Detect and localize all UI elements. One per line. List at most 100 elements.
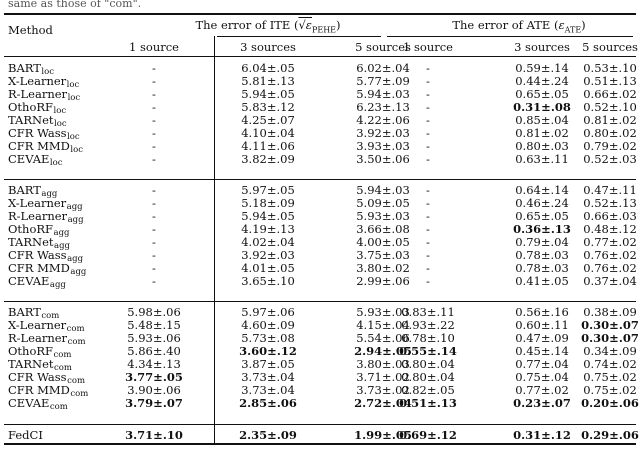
result-cell: -: [152, 261, 156, 275]
result-cell: 0.80±.04: [401, 370, 455, 384]
result-cell: 0.23±.07: [513, 396, 571, 410]
method-name: CFR Wassagg: [8, 248, 83, 266]
method-setting-subscript: agg: [67, 254, 84, 264]
method-setting-subscript: loc: [67, 132, 80, 142]
result-cell: 3.65±.10: [241, 274, 295, 288]
result-cell: 5.93±.06: [127, 331, 181, 345]
result-cell: -: [152, 74, 156, 88]
result-cell: 0.20±.06: [581, 396, 639, 410]
result-cell: 4.00±.05: [356, 235, 410, 249]
result-cell: 0.66±.03: [583, 209, 637, 223]
method-base-name: R-Learner: [8, 209, 68, 223]
method-setting-subscript: com: [41, 311, 60, 321]
result-cell: -: [426, 261, 430, 275]
result-cell: 5.94±.03: [356, 87, 410, 101]
method-base-name: BART: [8, 183, 41, 197]
result-cell: 0.52±.13: [583, 196, 637, 210]
result-cell: -: [426, 139, 430, 153]
column-header-0: 1 source: [129, 40, 179, 54]
result-cell: 0.81±.02: [583, 113, 637, 127]
method-base-name: FedCI: [8, 428, 43, 442]
method-setting-subscript: loc: [67, 93, 81, 103]
column-header-4: 3 sources: [514, 40, 570, 54]
result-cell: 5.77±.09: [356, 74, 410, 88]
method-name: CFR MMDagg: [8, 261, 86, 279]
result-cell: -: [426, 87, 430, 101]
method-name: OthoRFloc: [8, 100, 66, 118]
result-cell: 0.78±.10: [401, 331, 455, 345]
group-header-ite: The error of ITE (√εPEHE): [195, 18, 340, 37]
result-cell: 4.25±.07: [241, 113, 295, 127]
method-base-name: X-Learner: [8, 318, 67, 332]
method-base-name: OthoRF: [8, 222, 54, 236]
result-cell: 0.29±.06: [581, 428, 639, 442]
result-cell: 4.02±.04: [241, 235, 295, 249]
method-setting-subscript: agg: [54, 241, 70, 251]
method-name: CFR Wasscom: [8, 370, 85, 388]
method-setting-subscript: com: [54, 363, 72, 373]
method-setting-subscript: loc: [49, 158, 63, 168]
result-cell: 0.52±.10: [583, 100, 637, 114]
result-cell: 5.97±.06: [241, 305, 295, 319]
result-cell: 3.92±.03: [241, 248, 295, 262]
result-cell: -: [426, 235, 430, 249]
method-setting-subscript: com: [49, 402, 68, 412]
result-cell: -: [152, 222, 156, 236]
result-cell: 0.83±.11: [401, 305, 455, 319]
method-setting-subscript: agg: [53, 228, 70, 238]
result-cell: 5.86±.40: [127, 344, 181, 358]
method-base-name: BART: [8, 61, 41, 75]
result-cell: -: [152, 196, 156, 210]
result-cell: 0.65±.05: [515, 209, 569, 223]
result-cell: 4.60±.09: [241, 318, 295, 332]
method-setting-subscript: agg: [49, 280, 66, 290]
result-cell: 0.56±.16: [515, 305, 569, 319]
result-cell: 0.75±.02: [583, 383, 637, 397]
result-cell: -: [152, 248, 156, 262]
column-separator: [214, 36, 215, 444]
result-cell: 3.73±.02: [356, 383, 410, 397]
result-cell: 6.23±.13: [356, 100, 410, 114]
result-cell: 0.79±.04: [515, 235, 569, 249]
result-cell: -: [152, 100, 156, 114]
result-cell: 5.09±.05: [356, 196, 410, 210]
result-cell: 0.44±.24: [515, 74, 569, 88]
result-cell: 0.80±.03: [515, 139, 569, 153]
method-base-name: OthoRF: [8, 100, 54, 114]
method-base-name: R-Learner: [8, 331, 68, 345]
result-cell: 3.71±.10: [125, 428, 183, 442]
result-cell: 2.94±.05: [354, 344, 412, 358]
result-cell: 0.76±.02: [583, 248, 637, 262]
result-cell: 0.55±.14: [399, 344, 457, 358]
result-cell: 3.82±.09: [241, 152, 295, 166]
method-header: Method: [8, 23, 53, 37]
group-underline-1: [387, 36, 633, 37]
bottom-rule: [4, 443, 636, 445]
result-cell: 4.11±.06: [241, 139, 295, 153]
column-header-2: 5 sources: [355, 40, 411, 54]
metric-symbol: ε: [558, 18, 565, 32]
result-cell: 5.98±.06: [127, 305, 181, 319]
result-cell: 0.36±.13: [513, 222, 571, 236]
result-cell: 0.31±.12: [513, 428, 571, 442]
result-cell: 4.19±.13: [241, 222, 295, 236]
method-setting-subscript: loc: [53, 106, 67, 116]
result-cell: 3.75±.03: [356, 248, 410, 262]
result-cell: 0.75±.04: [515, 370, 569, 384]
result-cell: 5.93±.03: [356, 209, 410, 223]
method-setting-subscript: com: [67, 337, 86, 347]
result-cell: 5.83±.12: [241, 100, 295, 114]
method-name: CEVAEcom: [8, 396, 68, 414]
method-name: CFR MMDcom: [8, 383, 88, 401]
result-cell: 5.97±.05: [241, 183, 295, 197]
method-name: FedCI: [8, 428, 43, 442]
result-cell: 0.31±.08: [513, 100, 571, 114]
method-name: OthoRFagg: [8, 222, 69, 240]
method-name: X-Learnerloc: [8, 74, 79, 92]
method-setting-subscript: loc: [70, 145, 83, 155]
method-name: TARNetloc: [8, 113, 67, 131]
top-rule: [4, 13, 636, 15]
metric-symbol: √ε: [298, 18, 312, 32]
result-cell: 0.80±.02: [583, 126, 637, 140]
result-cell: 0.60±.11: [515, 318, 569, 332]
